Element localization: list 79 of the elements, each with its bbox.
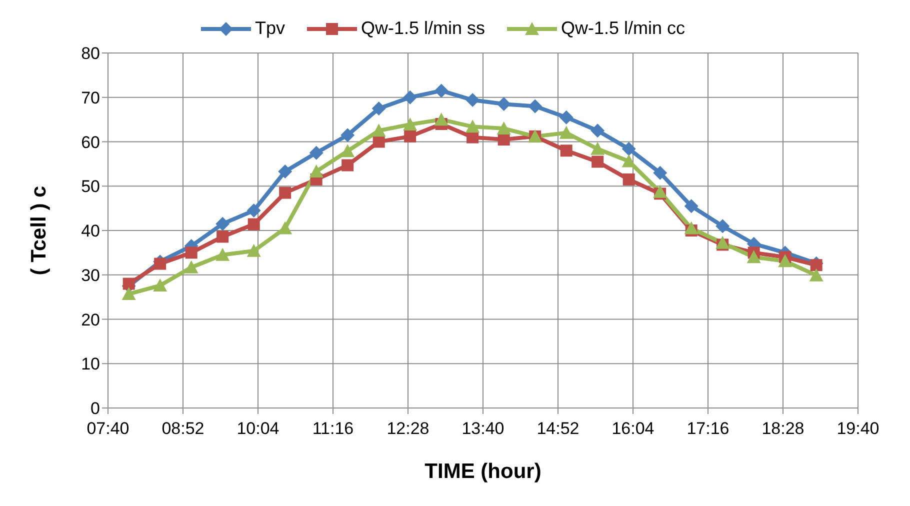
legend-label: Qw-1.5 l/min cc xyxy=(561,18,686,39)
point xyxy=(528,99,542,114)
point xyxy=(653,184,668,198)
point xyxy=(372,124,386,137)
point xyxy=(592,156,604,168)
y-tick-label: 10 xyxy=(81,354,100,374)
point xyxy=(309,164,324,178)
y-tick-label: 20 xyxy=(81,310,100,330)
point xyxy=(746,250,761,264)
x-tick-label: 18:28 xyxy=(762,419,804,438)
point xyxy=(246,244,261,257)
x-tick-label: 11:16 xyxy=(312,419,354,438)
point xyxy=(216,248,230,261)
legend-label: Tpv xyxy=(254,18,285,39)
point xyxy=(342,159,354,172)
x-tick-label: 16:04 xyxy=(612,419,654,438)
point xyxy=(404,130,416,142)
point xyxy=(466,120,480,133)
point xyxy=(496,97,511,112)
point xyxy=(560,144,572,157)
point xyxy=(653,166,668,180)
point xyxy=(216,230,229,243)
point xyxy=(248,218,260,230)
point xyxy=(122,278,135,290)
point xyxy=(278,221,292,234)
point xyxy=(246,204,261,218)
point xyxy=(184,260,198,274)
x-tick-label: 07:40 xyxy=(86,419,130,438)
y-tick-label: 60 xyxy=(81,132,100,152)
point xyxy=(466,131,479,144)
point xyxy=(403,90,418,104)
point xyxy=(622,154,636,168)
point xyxy=(559,110,574,124)
point xyxy=(809,268,824,282)
y-tick-label: 0 xyxy=(90,399,100,418)
point xyxy=(622,142,636,156)
point xyxy=(309,146,324,160)
point xyxy=(185,246,198,259)
x-tick-label: 19:40 xyxy=(836,419,880,438)
point xyxy=(496,121,511,134)
point xyxy=(622,173,635,186)
point xyxy=(466,93,480,108)
point xyxy=(372,101,386,116)
point xyxy=(684,199,698,214)
y-tick-label: 50 xyxy=(81,177,100,196)
point xyxy=(716,236,730,249)
point xyxy=(340,128,355,142)
point xyxy=(498,134,510,146)
y-tick-label: 70 xyxy=(81,88,100,108)
y-tick-label: 30 xyxy=(81,266,100,285)
point xyxy=(278,164,292,178)
point xyxy=(122,286,136,300)
y-tick-label: 80 xyxy=(81,44,100,64)
x-tick-label: 14:52 xyxy=(536,419,580,438)
point xyxy=(216,216,230,231)
x-axis-title: TIME (hour) xyxy=(424,460,542,483)
point xyxy=(153,278,168,292)
point xyxy=(434,112,448,126)
x-tick-label: 17:16 xyxy=(686,419,730,438)
point xyxy=(372,136,385,148)
point xyxy=(778,254,792,268)
point xyxy=(403,117,418,130)
point xyxy=(154,258,166,270)
legend-label: Qw-1.5 l/min ss xyxy=(360,18,485,39)
point xyxy=(590,142,605,155)
x-tick-label: 08:52 xyxy=(162,419,204,438)
x-tick-label: 10:04 xyxy=(236,419,280,438)
point xyxy=(434,84,448,98)
point xyxy=(810,259,822,272)
point xyxy=(590,124,605,138)
x-tick-label: 12:28 xyxy=(386,419,430,438)
x-tick-label: 13:40 xyxy=(462,419,504,438)
y-axis-title: ( Tcell ) c xyxy=(27,185,50,276)
point xyxy=(716,219,730,234)
point xyxy=(340,144,355,158)
point xyxy=(684,221,698,234)
point xyxy=(279,186,292,199)
y-tick-label: 40 xyxy=(81,222,100,241)
point xyxy=(559,126,574,139)
